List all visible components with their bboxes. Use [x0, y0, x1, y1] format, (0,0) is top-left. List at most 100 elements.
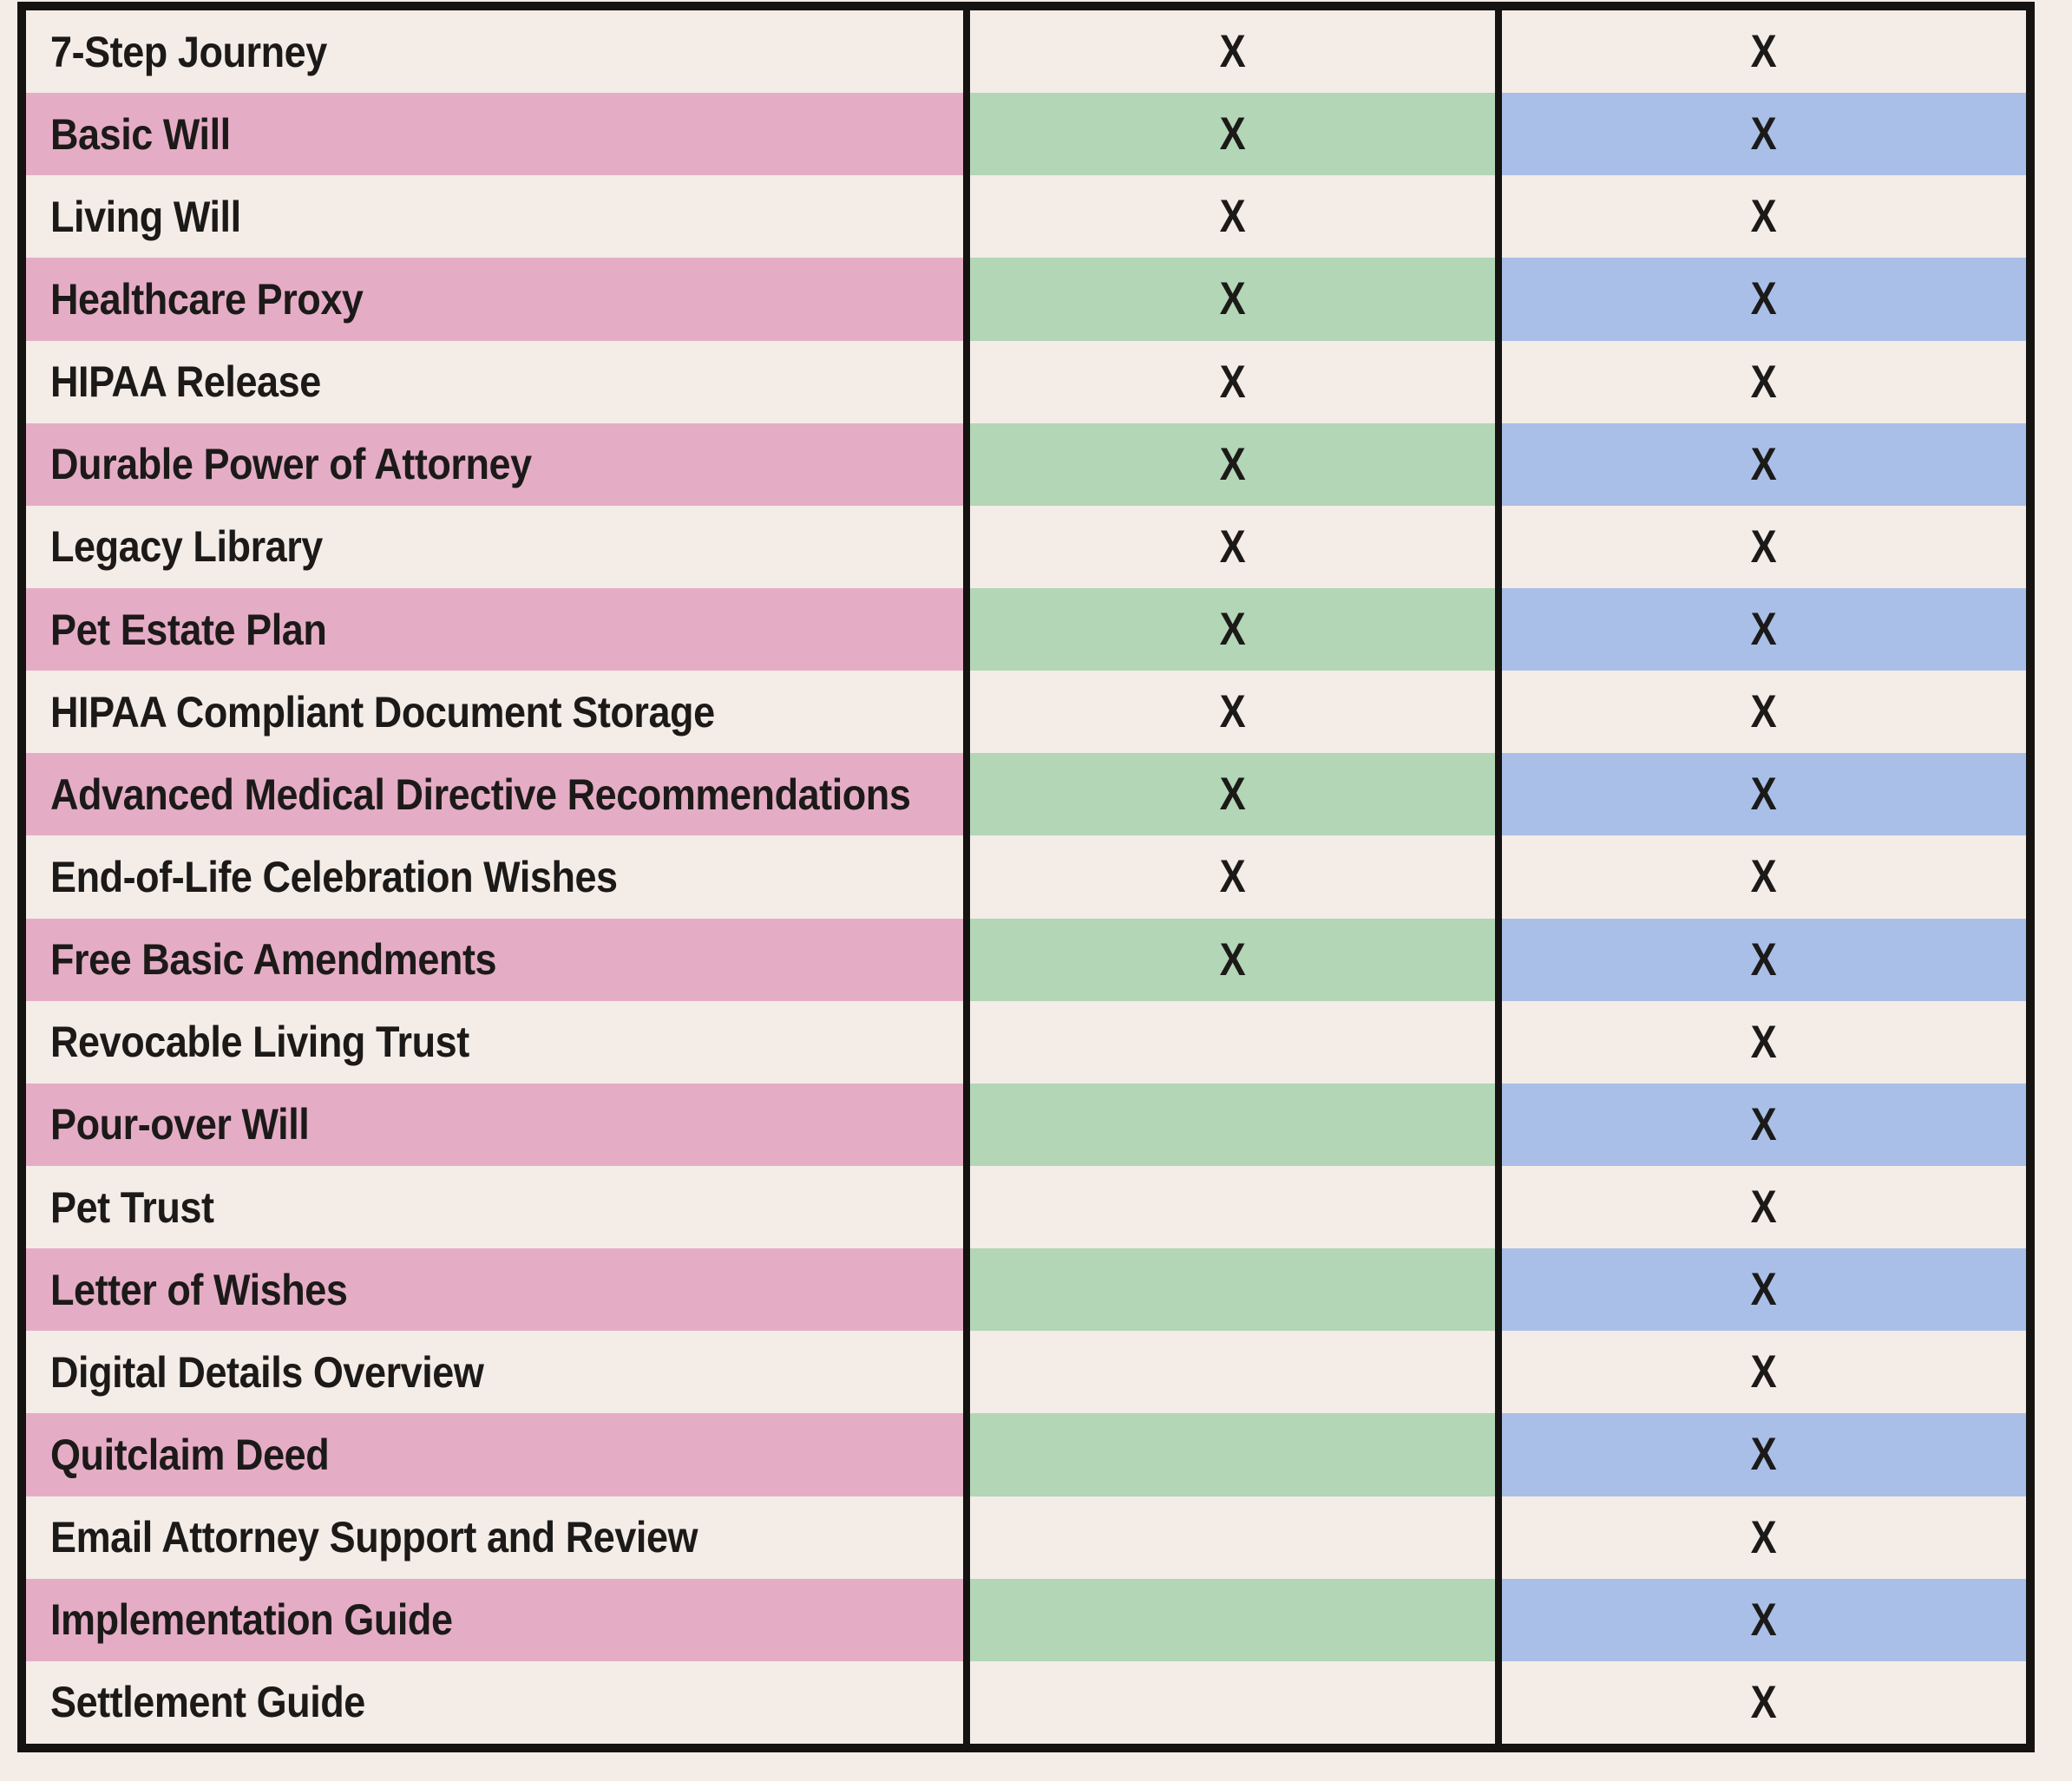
middle-plan-cell	[970, 1248, 1495, 1332]
feature-name-cell: Settlement Guide	[26, 1661, 963, 1744]
x-mark: X	[1750, 604, 1778, 656]
column-divider	[1495, 753, 1502, 836]
table-row: HIPAA Compliant Document Storage X X	[26, 671, 2026, 754]
table-row: Quitclaim Deed X	[26, 1413, 2026, 1496]
column-divider	[1495, 505, 1502, 588]
x-mark: X	[1219, 604, 1246, 656]
right-plan-cell: X	[1502, 422, 2026, 506]
middle-plan-cell: X	[970, 422, 1495, 506]
table-row: Durable Power of Attorney X X	[26, 422, 2026, 506]
x-mark: X	[1750, 191, 1778, 243]
feature-label: Advanced Medical Directive Recommendatio…	[50, 769, 911, 819]
right-plan-cell: X	[1502, 1248, 2026, 1332]
feature-name-cell: Quitclaim Deed	[26, 1413, 963, 1496]
x-mark: X	[1750, 1264, 1778, 1316]
right-plan-cell: X	[1502, 1496, 2026, 1579]
middle-plan-cell: X	[970, 258, 1495, 341]
column-divider	[963, 1083, 970, 1166]
x-mark: X	[1750, 438, 1778, 490]
table-row: Advanced Medical Directive Recommendatio…	[26, 753, 2026, 836]
x-mark: X	[1750, 686, 1778, 738]
right-plan-cell: X	[1502, 835, 2026, 918]
middle-plan-cell: X	[970, 753, 1495, 836]
feature-label: Digital Details Overview	[50, 1347, 484, 1397]
x-mark: X	[1219, 438, 1246, 490]
feature-label: Pet Trust	[50, 1182, 214, 1232]
x-mark: X	[1219, 356, 1246, 408]
feature-name-cell: Healthcare Proxy	[26, 258, 963, 341]
x-mark: X	[1750, 933, 1778, 985]
x-mark: X	[1750, 356, 1778, 408]
x-mark: X	[1750, 108, 1778, 160]
right-plan-cell: X	[1502, 918, 2026, 1001]
feature-name-cell: Implementation Guide	[26, 1578, 963, 1661]
right-plan-cell: X	[1502, 753, 2026, 836]
feature-comparison-table: 7-Step Journey X X Basic Will X X Living…	[17, 2, 2035, 1752]
feature-name-cell: Pet Estate Plan	[26, 588, 963, 671]
feature-name-cell: HIPAA Compliant Document Storage	[26, 671, 963, 753]
middle-plan-cell	[970, 1661, 1495, 1744]
feature-label: Revocable Living Trust	[50, 1018, 469, 1067]
x-mark: X	[1219, 769, 1246, 821]
column-divider	[963, 1578, 970, 1661]
x-mark: X	[1750, 26, 1778, 78]
column-divider	[963, 671, 970, 754]
table-row: End-of-Life Celebration Wishes X X	[26, 835, 2026, 919]
x-mark: X	[1750, 1098, 1778, 1150]
middle-plan-cell: X	[970, 835, 1495, 918]
column-divider	[963, 588, 970, 671]
x-mark: X	[1219, 26, 1246, 78]
feature-name-cell: Revocable Living Trust	[26, 1001, 963, 1084]
x-mark: X	[1750, 1594, 1778, 1646]
right-plan-cell: X	[1502, 1413, 2026, 1496]
column-divider	[963, 422, 970, 506]
column-divider	[1495, 175, 1502, 259]
feature-name-cell: Pour-over Will	[26, 1083, 963, 1166]
x-mark: X	[1750, 1676, 1778, 1728]
column-divider	[1495, 1248, 1502, 1332]
feature-label: 7-Step Journey	[50, 27, 327, 76]
column-divider	[963, 1166, 970, 1249]
feature-label: Legacy Library	[50, 522, 323, 572]
table-row: Pet Estate Plan X X	[26, 588, 2026, 671]
x-mark: X	[1750, 1429, 1778, 1481]
right-plan-cell: X	[1502, 1083, 2026, 1166]
feature-name-cell: End-of-Life Celebration Wishes	[26, 835, 963, 918]
feature-label: Durable Power of Attorney	[50, 440, 532, 489]
table-row: Digital Details Overview X	[26, 1331, 2026, 1414]
feature-label: Quitclaim Deed	[50, 1430, 330, 1479]
middle-plan-cell	[970, 1331, 1495, 1413]
table-row: Letter of Wishes X	[26, 1248, 2026, 1332]
table-row: Email Attorney Support and Review X	[26, 1496, 2026, 1579]
table-row: Pet Trust X	[26, 1166, 2026, 1249]
middle-plan-cell	[970, 1083, 1495, 1166]
middle-plan-cell	[970, 1001, 1495, 1084]
x-mark: X	[1750, 1016, 1778, 1068]
column-divider	[1495, 340, 1502, 423]
feature-name-cell: Email Attorney Support and Review	[26, 1496, 963, 1579]
feature-label: Living Will	[50, 192, 241, 241]
table-row: HIPAA Release X X	[26, 340, 2026, 423]
x-mark: X	[1219, 851, 1246, 903]
middle-plan-cell	[970, 1496, 1495, 1579]
middle-plan-cell: X	[970, 341, 1495, 423]
column-divider	[963, 505, 970, 588]
middle-plan-cell: X	[970, 10, 1495, 93]
x-mark: X	[1219, 686, 1246, 738]
feature-name-cell: Legacy Library	[26, 506, 963, 588]
x-mark: X	[1750, 769, 1778, 821]
feature-label: Implementation Guide	[50, 1595, 453, 1645]
table-row: Implementation Guide X	[26, 1578, 2026, 1661]
feature-name-cell: Basic Will	[26, 93, 963, 176]
column-divider	[1495, 1496, 1502, 1579]
feature-label: Email Attorney Support and Review	[50, 1513, 698, 1562]
feature-label: Letter of Wishes	[50, 1265, 348, 1314]
x-mark: X	[1219, 191, 1246, 243]
column-divider	[963, 93, 970, 176]
middle-plan-cell: X	[970, 506, 1495, 588]
feature-name-cell: Durable Power of Attorney	[26, 422, 963, 506]
right-plan-cell: X	[1502, 1331, 2026, 1413]
column-divider	[1495, 422, 1502, 506]
middle-plan-cell: X	[970, 671, 1495, 753]
column-divider	[963, 1413, 970, 1496]
